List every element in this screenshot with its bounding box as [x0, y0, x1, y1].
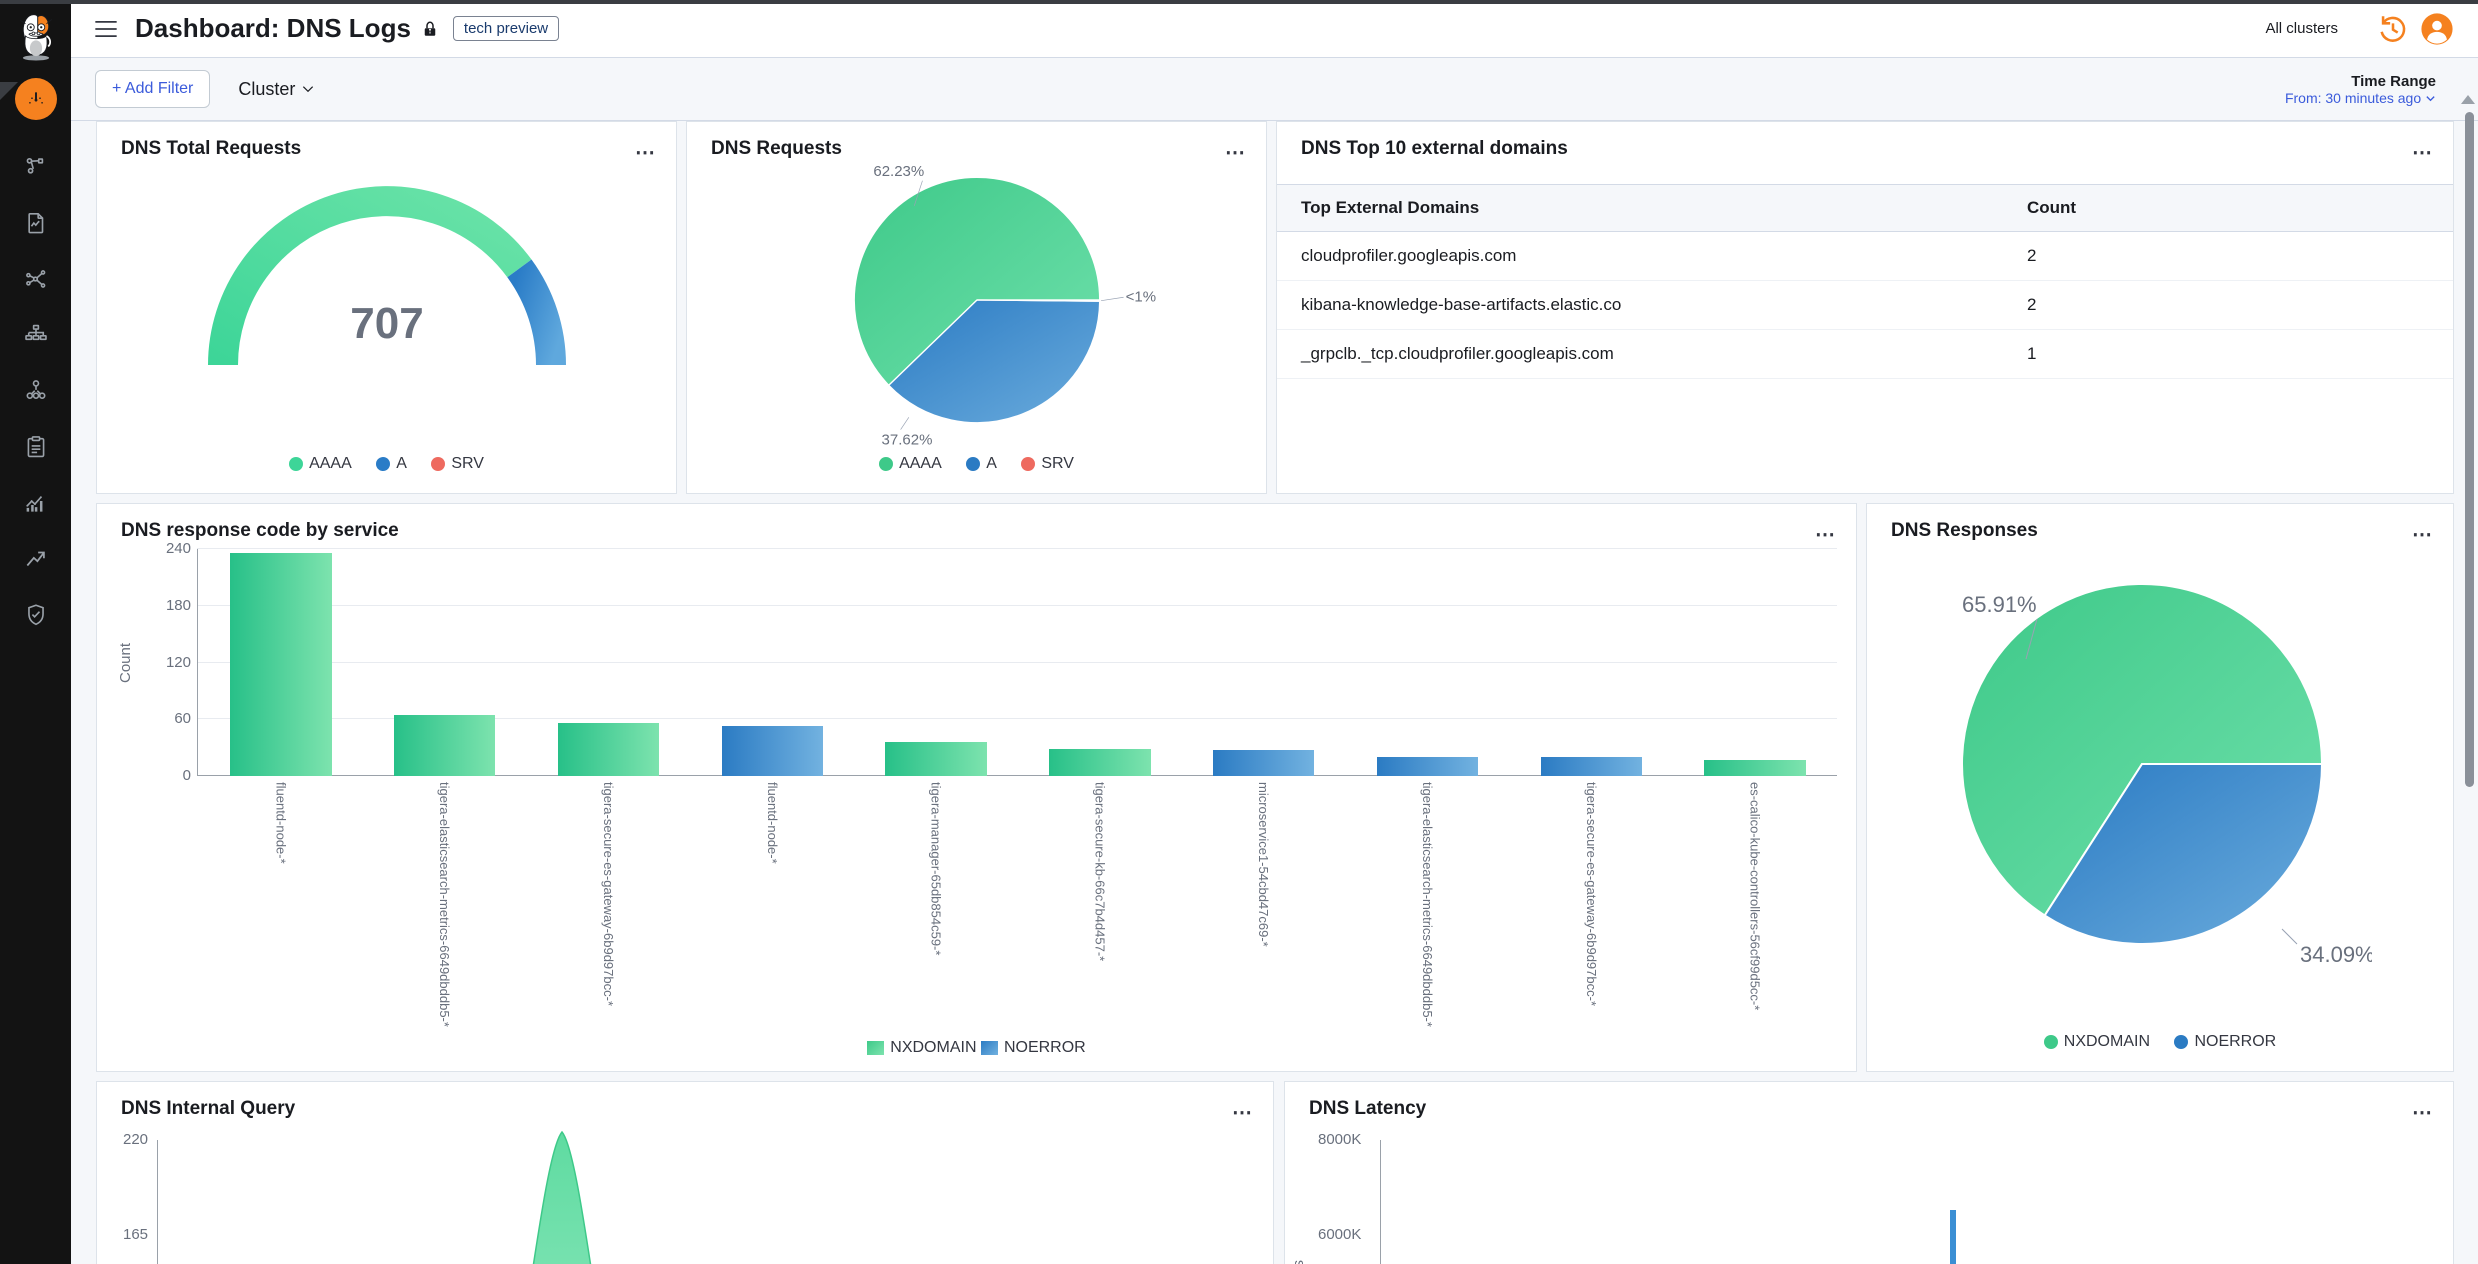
svg-text:37.62%: 37.62%	[882, 432, 933, 449]
svg-text:62.23%: 62.23%	[873, 163, 924, 180]
svg-text:707: 707	[350, 299, 423, 348]
svg-text:<1%: <1%	[1126, 288, 1156, 305]
svg-text:65.91%: 65.91%	[1962, 592, 2037, 617]
svg-text:34.09%: 34.09%	[2300, 942, 2372, 967]
